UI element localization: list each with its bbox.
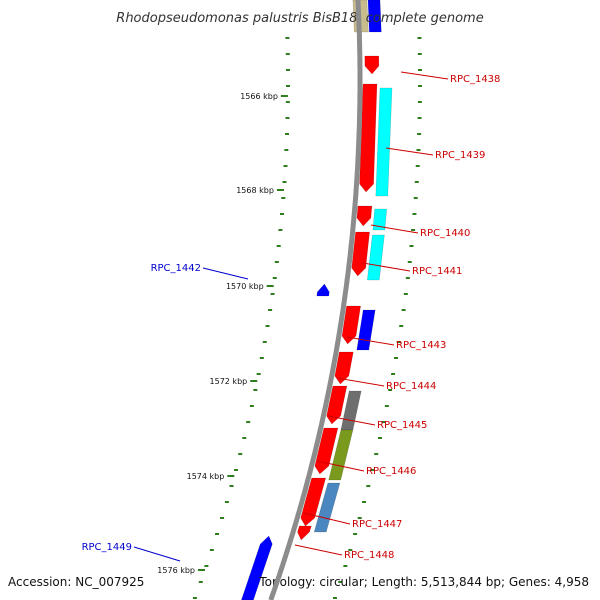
- gene-features[interactable]: [241, 0, 393, 600]
- gene-label: RPC_1448: [344, 550, 394, 561]
- label-leader-line: [362, 262, 411, 272]
- gene-labels: RPC_1438 RPC_1439 RPC_1440 RPC_1441 RPC_1442…: [82, 74, 501, 561]
- scale-label: 1576 kbp: [157, 566, 195, 575]
- gene-label: RPC_1439: [435, 150, 485, 161]
- label-leader-line: [294, 544, 343, 556]
- label-leader-line: [336, 377, 385, 387]
- gene-feature[interactable]: [351, 231, 370, 277]
- gene-label: RPC_1438: [450, 74, 500, 85]
- label-leader-line: [133, 546, 181, 562]
- gene-label: RPC_1442: [151, 263, 201, 274]
- gene-feature[interactable]: [341, 305, 361, 345]
- gene-feature[interactable]: [367, 0, 382, 33]
- gene-label: RPC_1447: [352, 519, 402, 530]
- gene-label: RPC_1449: [82, 542, 132, 553]
- gene-feature[interactable]: [367, 234, 385, 281]
- gene-feature[interactable]: [375, 87, 393, 197]
- gene-feature[interactable]: [334, 351, 354, 385]
- gene-label: RPC_1440: [420, 228, 470, 239]
- scale-labels: 1566 kbp 1568 kbp 1570 kbp 1572 kbp 1574 kbp…: [157, 92, 288, 575]
- gene-label: RPC_1443: [396, 340, 446, 351]
- scale-label: 1574 kbp: [187, 472, 225, 481]
- label-leaders: [133, 71, 449, 562]
- gene-feature[interactable]: [313, 482, 341, 533]
- accession-text: Accession: NC_007925: [8, 575, 144, 589]
- label-leader-line: [202, 267, 249, 280]
- label-leader-line: [346, 336, 395, 346]
- gene-feature[interactable]: [326, 385, 348, 425]
- gene-label: RPC_1444: [386, 381, 436, 392]
- label-leader-line: [327, 415, 376, 426]
- gene-feature[interactable]: [364, 55, 380, 75]
- scale-label: 1568 kbp: [236, 186, 274, 195]
- label-leader-line: [303, 512, 351, 525]
- gene-feature[interactable]: [356, 309, 376, 351]
- scale-label: 1572 kbp: [210, 377, 248, 386]
- genome-title: Rhodopseudomonas palustris BisB18, compl…: [116, 11, 483, 26]
- scale-label: 1570 kbp: [226, 282, 264, 291]
- gene-feature[interactable]: [359, 83, 378, 193]
- gene-feature[interactable]: [314, 427, 339, 475]
- gene-label: RPC_1446: [366, 466, 416, 477]
- gene-feature[interactable]: [328, 429, 354, 481]
- gene-feature[interactable]: [241, 535, 273, 600]
- gene-feature[interactable]: [316, 283, 330, 297]
- label-leader-line: [400, 71, 449, 80]
- genome-backbone: [268, 0, 363, 600]
- gene-feature[interactable]: [297, 525, 312, 541]
- label-leader-line: [316, 460, 365, 472]
- scale-label: 1566 kbp: [240, 92, 278, 101]
- tick-marks: [192, 37, 422, 599]
- topology-text: Topology: circular; Length: 5,513,844 bp…: [258, 575, 589, 589]
- gene-feature[interactable]: [372, 208, 387, 231]
- gene-label: RPC_1441: [412, 266, 462, 277]
- label-leader-line: [385, 147, 434, 156]
- label-leader-line: [370, 224, 419, 234]
- gene-label: RPC_1445: [377, 420, 427, 431]
- gene-feature[interactable]: [356, 205, 373, 227]
